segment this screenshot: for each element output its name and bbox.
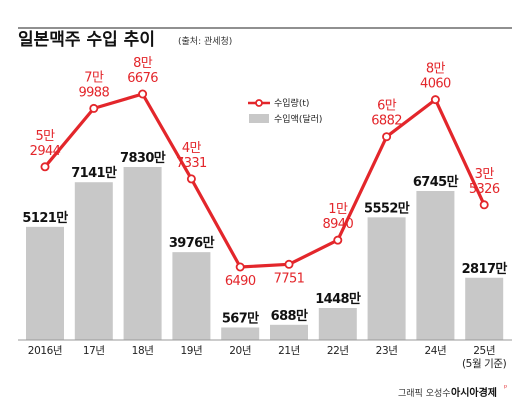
legend-line-marker [255, 99, 263, 107]
x-tick-4: 20년 [229, 345, 251, 357]
bar-label-0: 5121만 [22, 210, 68, 226]
line-label-7-1: 6882 [371, 114, 402, 129]
line-label-2-0: 8만 [133, 56, 153, 71]
line-label-1-0: 7만 [84, 70, 104, 85]
legend-bar-swatch [249, 114, 269, 123]
line-label-2-1: 6676 [127, 71, 158, 86]
brand-text: 아시아경제 [451, 386, 497, 399]
line-label-6-1: 8940 [322, 217, 353, 232]
line-point-4 [235, 262, 245, 272]
x-tick-1: 17년 [83, 345, 105, 357]
bar-label-9: 2817만 [462, 261, 508, 277]
bar-0 [26, 226, 64, 340]
bar-4 [221, 327, 260, 340]
bar-label-3: 3976만 [169, 235, 215, 251]
x-tick-7: 23년 [376, 345, 398, 357]
x-axis: 2016년 17년 18년 19년 20년 21년 22년 23년 24년 25년(5월 기준) [18, 339, 512, 370]
bar-6 [318, 308, 357, 340]
legend-line-label: 수입량(t) [274, 97, 309, 109]
line-point-3 [186, 174, 196, 184]
source-note: (출처: 관세청) [178, 35, 232, 47]
bar-label-4: 567만 [222, 310, 259, 326]
line-point-5 [284, 259, 294, 269]
line-label-5-0: 7751 [274, 271, 305, 286]
bar-label-6: 1448만 [315, 291, 361, 307]
line-point-2 [138, 89, 148, 99]
bar-8 [416, 190, 455, 340]
line-point-1 [89, 103, 99, 113]
bar-7 [367, 217, 406, 340]
line-label-9-0: 3만 [475, 167, 495, 182]
line-label-4-0: 6490 [225, 274, 256, 289]
line-point-6 [333, 235, 343, 245]
x-tick-3: 19년 [180, 345, 202, 357]
x-tick-9: 25년 [473, 345, 495, 357]
x-tick-8: 24년 [424, 345, 446, 357]
bar-label-2: 7830만 [120, 150, 166, 166]
x-tick-0: 2016년 [28, 345, 62, 357]
legend: 수입량(t) 수입액(달러) [248, 97, 322, 125]
line-point-0 [40, 162, 50, 172]
credit-text: 그래픽 오성수 [398, 388, 451, 399]
chart-title: 일본맥주 수입 추이 [18, 30, 155, 50]
x-tick-2: 18년 [132, 345, 154, 357]
line-label-1-1: 9988 [78, 85, 109, 100]
bar-label-1: 7141만 [71, 165, 117, 181]
line-label-9-1: 5326 [469, 182, 500, 197]
line-point-9 [479, 200, 489, 210]
line-label-8-0: 8만 [426, 62, 446, 77]
bar-label-7: 5552만 [364, 200, 410, 216]
bar-label-8: 6745만 [413, 174, 459, 190]
bar-5 [270, 324, 308, 340]
line-point-7 [382, 132, 392, 142]
brand-mark-icon: ᵖ [504, 383, 507, 392]
line-label-0-1: 2944 [30, 144, 61, 159]
bar-3 [172, 252, 211, 340]
line-label-3-0: 4만 [182, 141, 202, 156]
line-label-3-1: 7331 [176, 156, 207, 171]
line-label-0-0: 5만 [35, 129, 55, 144]
bar-1 [74, 182, 113, 340]
line-label-8-1: 4060 [420, 77, 451, 92]
import-volume-line [43, 92, 486, 269]
line-label-7-0: 6만 [377, 99, 397, 114]
bar-label-5: 688만 [271, 308, 308, 324]
bar-2 [123, 167, 162, 340]
x-tick-note-9: (5월 기준) [462, 358, 507, 370]
x-tick-5: 21년 [278, 345, 300, 357]
bar-9 [465, 277, 504, 340]
x-tick-6: 22년 [327, 345, 349, 357]
legend-bar-label: 수입액(달러) [274, 113, 322, 125]
line-point-8 [430, 95, 440, 105]
line-label-6-0: 1만 [328, 202, 348, 217]
